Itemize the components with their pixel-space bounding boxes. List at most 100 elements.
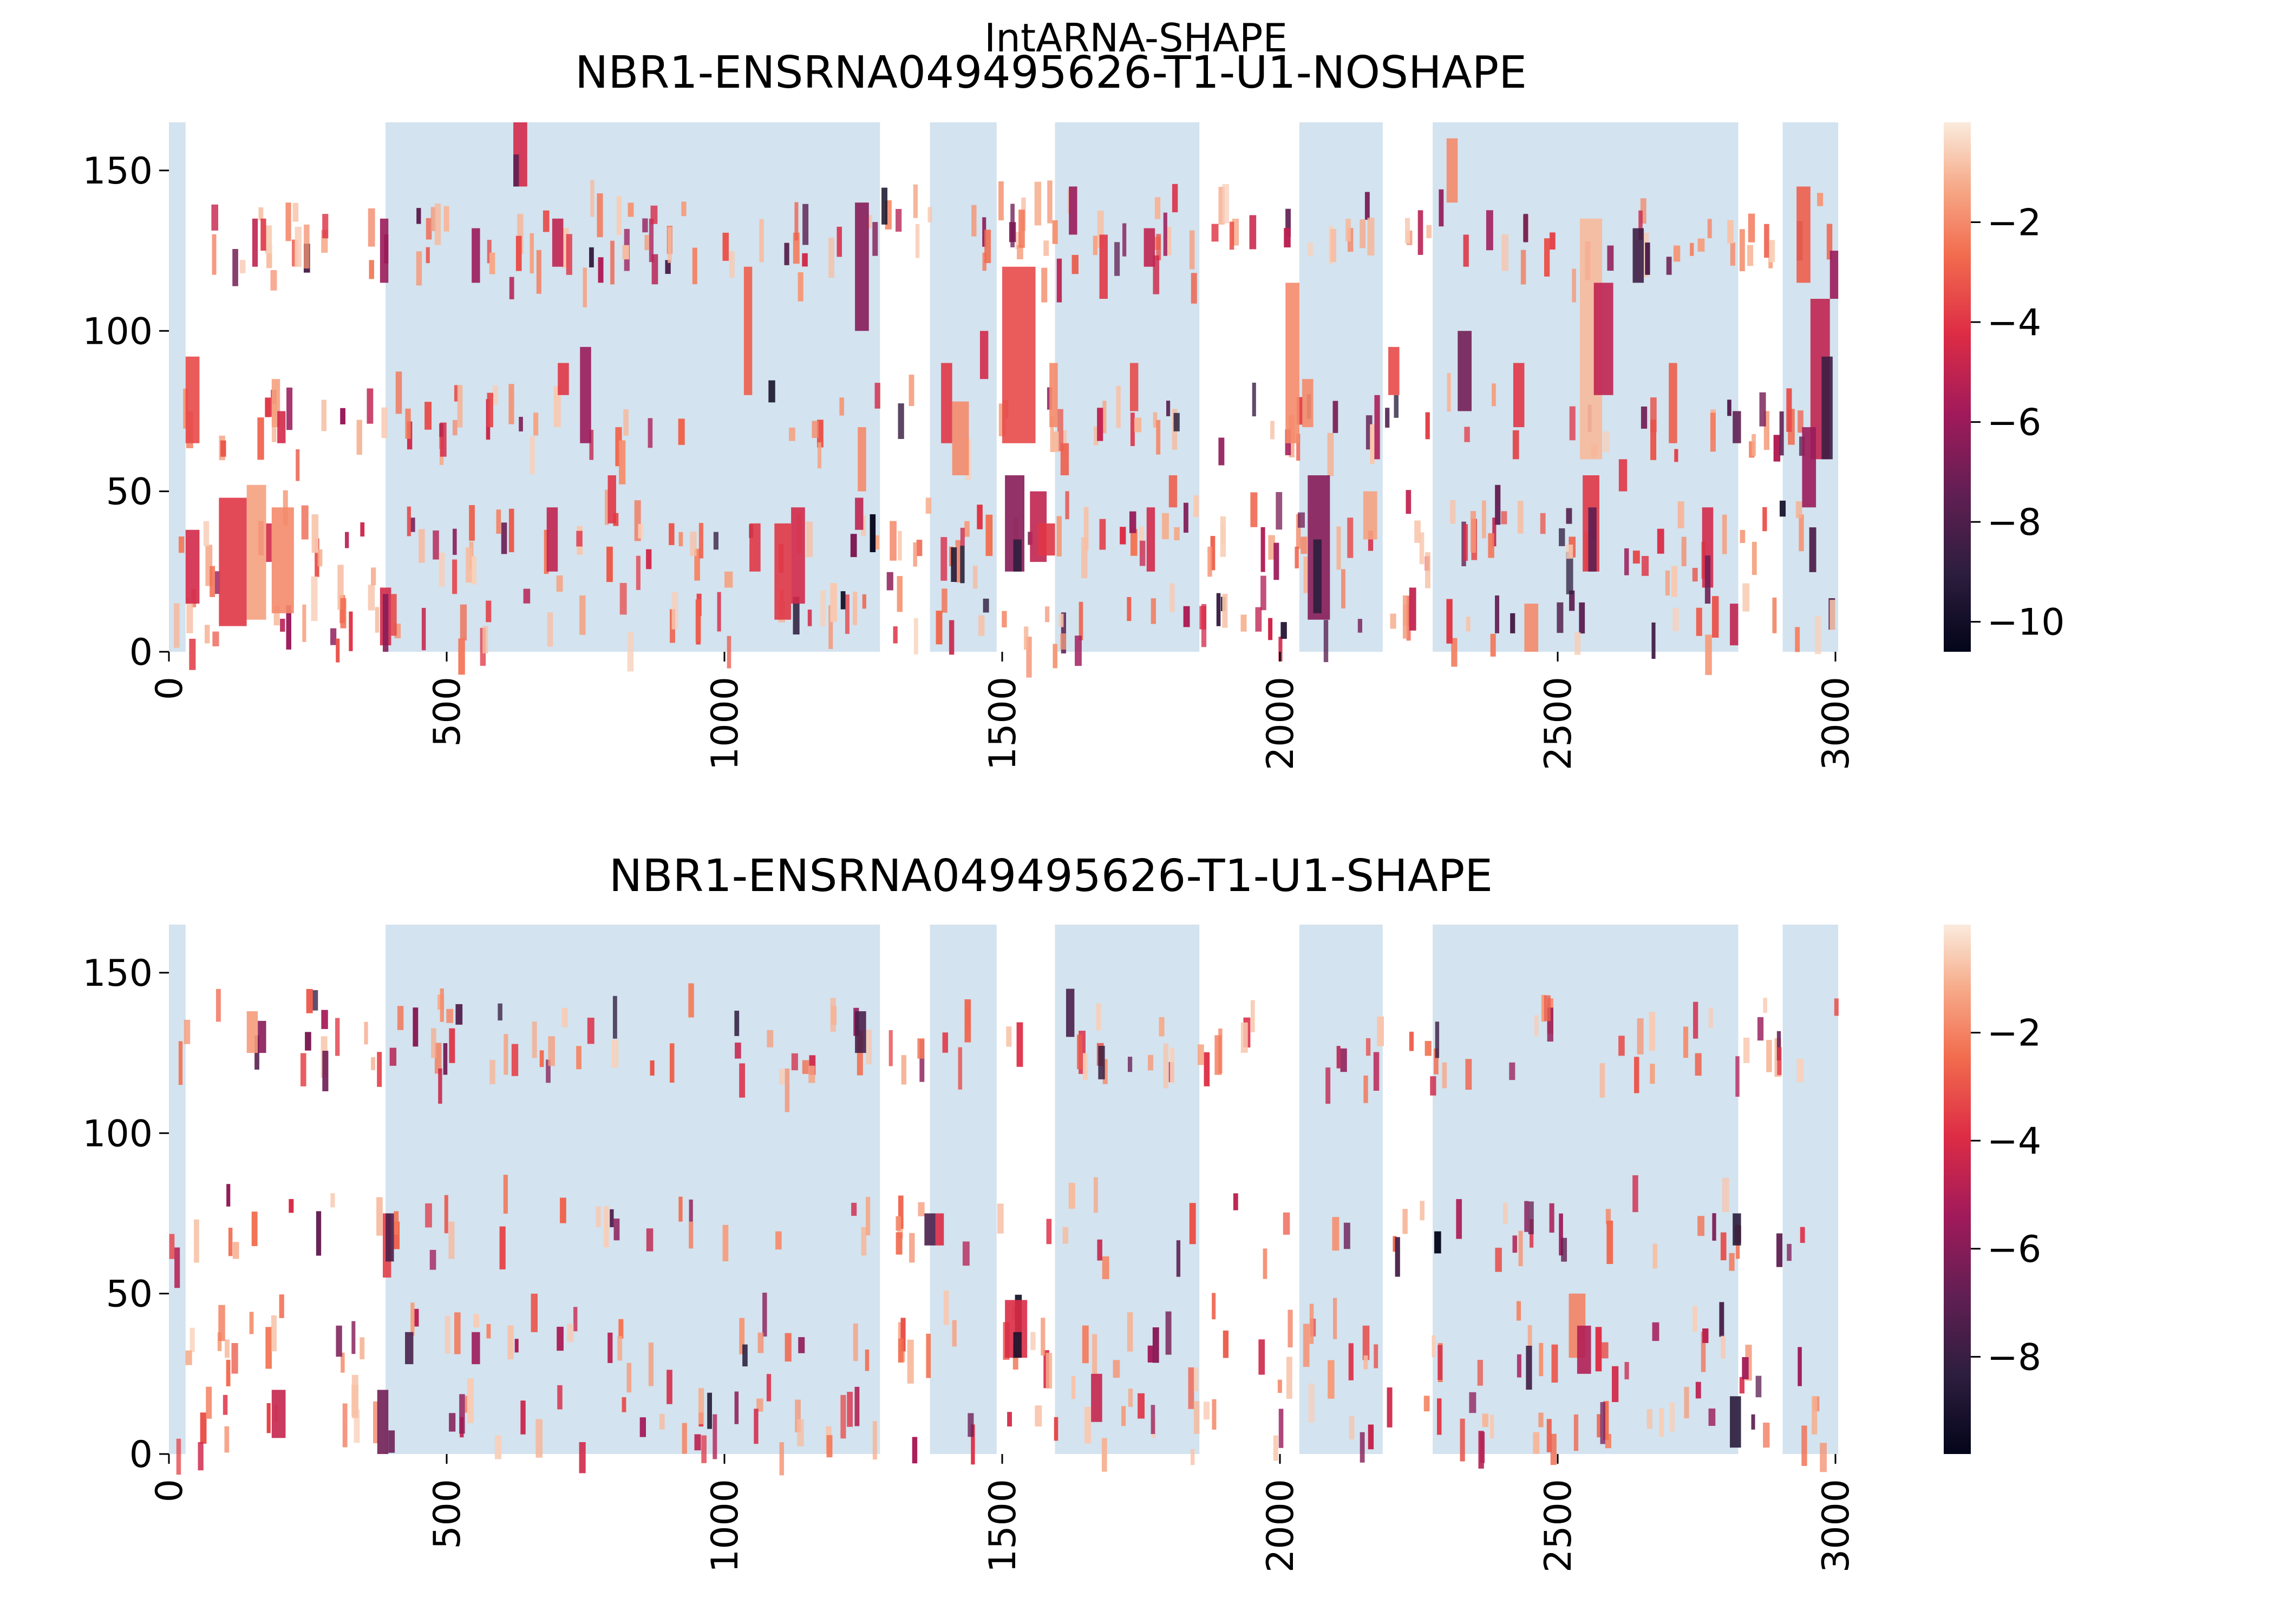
heatmap-cell bbox=[734, 1391, 739, 1424]
heatmap-cell bbox=[1097, 1239, 1102, 1261]
heatmap-panel: NBR1-ENSRNA049495626-T1-U1-NOSHAPE 0 50 100… bbox=[82, 47, 2064, 770]
heatmap-cell bbox=[689, 1199, 693, 1222]
heatmap-cell bbox=[356, 420, 362, 455]
heatmap-cell bbox=[472, 1332, 480, 1365]
heatmap-cell bbox=[1772, 597, 1777, 633]
heatmap-cell bbox=[1377, 1016, 1384, 1046]
highlight-region bbox=[385, 925, 880, 1454]
heatmap-cell bbox=[1134, 417, 1141, 433]
heatmap-cell bbox=[1446, 599, 1453, 644]
heatmap-cell bbox=[1634, 1057, 1639, 1093]
heatmap-cell bbox=[1360, 219, 1366, 248]
heatmap-cell bbox=[1470, 511, 1476, 553]
heatmap-cell bbox=[942, 588, 948, 613]
heatmap-cell bbox=[1010, 204, 1015, 247]
heatmap-cell bbox=[1394, 395, 1399, 418]
heatmap-cell bbox=[360, 522, 365, 537]
heatmap-cell bbox=[861, 515, 866, 536]
heatmap-cell bbox=[1169, 1047, 1175, 1083]
heatmap-cell bbox=[1152, 1327, 1159, 1363]
heatmap-cell bbox=[1273, 542, 1279, 580]
heatmap-cell bbox=[828, 605, 833, 649]
heatmap-cell bbox=[546, 507, 558, 572]
heatmap-cell bbox=[606, 546, 613, 582]
heatmap-cell bbox=[1057, 409, 1063, 451]
heatmap-cell bbox=[185, 356, 200, 443]
heatmap-cell bbox=[698, 523, 704, 559]
heatmap-cell bbox=[301, 505, 309, 540]
heatmap-cell bbox=[1597, 1414, 1601, 1438]
heatmap-cell bbox=[1283, 1212, 1290, 1235]
heatmap-cell bbox=[472, 556, 476, 585]
heatmap-cell bbox=[1286, 1357, 1292, 1399]
x-tick-label: 500 bbox=[426, 677, 469, 747]
heatmap-cell bbox=[1425, 552, 1430, 588]
heatmap-cell bbox=[1739, 229, 1745, 272]
heatmap-cell bbox=[912, 1437, 918, 1464]
heatmap-cell bbox=[336, 638, 340, 663]
heatmap-cell bbox=[561, 1007, 568, 1027]
heatmap-cell bbox=[742, 1344, 748, 1367]
heatmap-cell bbox=[1606, 1220, 1613, 1264]
heatmap-cell bbox=[998, 181, 1004, 221]
heatmap-cell bbox=[735, 1042, 741, 1059]
heatmap-cell bbox=[812, 421, 819, 438]
heatmap-cell bbox=[539, 1050, 544, 1068]
heatmap-cell bbox=[169, 1234, 175, 1259]
heatmap-cell bbox=[978, 615, 985, 636]
heatmap-cell bbox=[1742, 1357, 1749, 1379]
heatmap-cell bbox=[1503, 1202, 1508, 1224]
heatmap-cell bbox=[913, 542, 917, 567]
heatmap-cell bbox=[330, 1193, 335, 1208]
heatmap-cell bbox=[1065, 491, 1069, 520]
heatmap-cell bbox=[271, 507, 294, 613]
heatmap-cell bbox=[808, 1065, 815, 1083]
heatmap-cell bbox=[219, 497, 247, 626]
heatmap-cell bbox=[211, 204, 219, 231]
heatmap-cell bbox=[1820, 1443, 1827, 1472]
heatmap-cell bbox=[548, 1036, 556, 1066]
heatmap-cell bbox=[576, 531, 583, 547]
heatmap-cell bbox=[495, 1435, 502, 1459]
heatmap-cell bbox=[440, 988, 444, 1022]
heatmap-cell bbox=[837, 226, 842, 257]
heatmap-cell bbox=[1712, 1213, 1716, 1241]
heatmap-cell bbox=[371, 1057, 376, 1070]
heatmap-cell bbox=[722, 232, 729, 261]
heatmap-cell bbox=[692, 247, 697, 284]
heatmap-cell bbox=[285, 202, 291, 241]
heatmap-cell bbox=[785, 1068, 790, 1112]
heatmap-cell bbox=[1572, 269, 1577, 303]
heatmap-cell bbox=[1523, 213, 1528, 243]
heatmap-cell bbox=[1280, 622, 1287, 639]
heatmap-cell bbox=[888, 1030, 893, 1066]
heatmap-cell bbox=[1477, 1360, 1483, 1386]
heatmap-cell bbox=[1345, 219, 1351, 241]
heatmap-cell bbox=[682, 1423, 687, 1454]
heatmap-cell bbox=[1599, 1063, 1605, 1098]
heatmap-cell bbox=[1730, 1396, 1741, 1448]
heatmap-cell bbox=[853, 1323, 858, 1361]
heatmap-cell bbox=[381, 407, 388, 438]
heatmap-cell bbox=[1083, 507, 1089, 551]
heatmap-cell bbox=[206, 1386, 212, 1419]
heatmap-cell bbox=[802, 253, 808, 267]
heatmap-cell bbox=[964, 521, 970, 537]
heatmap-cell bbox=[321, 1010, 328, 1029]
heatmap-cell bbox=[1113, 1360, 1120, 1378]
heatmap-cell bbox=[492, 385, 498, 405]
heatmap-cell bbox=[1367, 218, 1375, 256]
heatmap-cell bbox=[598, 257, 604, 283]
heatmap-cell bbox=[795, 1399, 801, 1432]
heatmap-cell bbox=[1482, 500, 1486, 539]
heatmap-cell bbox=[1363, 1075, 1368, 1103]
heatmap-cell bbox=[1722, 514, 1727, 554]
heatmap-cell bbox=[246, 1011, 258, 1053]
heatmap-cell bbox=[898, 1338, 904, 1363]
heatmap-cell bbox=[1642, 556, 1649, 576]
heatmap-cell bbox=[807, 610, 812, 626]
heatmap-cell bbox=[322, 214, 329, 239]
heatmap-cell bbox=[1193, 1401, 1200, 1434]
heatmap-cell bbox=[454, 385, 459, 402]
heatmap-cell bbox=[909, 1233, 915, 1263]
